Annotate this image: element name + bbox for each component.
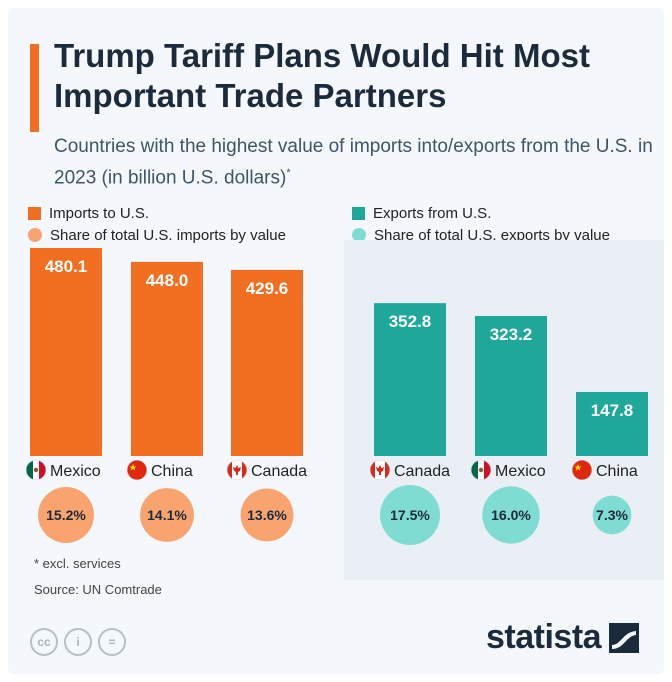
exports-share-bubble-canada [380, 485, 440, 545]
imports-category-label-canada: Canada [251, 463, 307, 480]
imports-swatch [28, 206, 41, 220]
imports-share-bubble-china [140, 488, 194, 542]
statista-mark-icon [609, 622, 640, 653]
imports-category-label-china: China [151, 463, 193, 480]
exports-category-label-china: China [596, 463, 638, 480]
imports-share-swatch [28, 228, 42, 242]
exports-value-label-china: 147.8 [591, 401, 634, 420]
exports-share-swatch [352, 228, 366, 242]
canada-flag-icon [370, 460, 390, 480]
exports-bar-mexico [475, 315, 547, 456]
imports-legend: Imports to U.S. Share of total U.S. impo… [28, 202, 286, 246]
trade-bar-charts: 480.1 Mexico 15.2% 448.0 China 14.1% 429.6 Cana… [26, 248, 648, 545]
canada-flag-icon [227, 460, 247, 480]
chart-title: Trump Tariff Plans Would Hit Most Import… [54, 37, 590, 114]
imports-bar-china [131, 261, 203, 456]
exports-bar-china [576, 391, 648, 456]
imports-share-bubble-mexico [38, 487, 94, 543]
exports-value-label-canada: 352.8 [389, 312, 432, 331]
license-icons: cc i = [30, 628, 126, 656]
imports-share-label-china: 14.1% [147, 507, 187, 523]
exports-swatch [352, 206, 365, 220]
legend-item-imports: Imports to U.S. [28, 202, 286, 224]
footnote: * excl. services [34, 556, 121, 571]
subtitle-footnote-mark: * [286, 167, 291, 179]
mexico-flag-icon [471, 460, 491, 480]
title-accent-bar [30, 44, 39, 132]
mexico-flag-icon [26, 460, 46, 480]
imports-category-label-mexico: Mexico [50, 463, 101, 480]
legend-label-exports: Exports from U.S. [373, 204, 492, 222]
exports-category-label-canada: Canada [394, 463, 450, 480]
creative-commons-icon[interactable]: cc [30, 628, 58, 656]
exports-bar-canada [374, 303, 446, 456]
exports-value-label-mexico: 323.2 [490, 325, 533, 344]
legend-label-imports: Imports to U.S. [49, 204, 150, 222]
legend-label-imports-share: Share of total U.S. imports by value [50, 226, 286, 244]
imports-value-label-china: 448.0 [146, 271, 189, 290]
legend-label-exports-share: Share of total U.S. exports by value [374, 226, 610, 244]
exports-share-bubble-mexico [482, 486, 540, 544]
attribution-icon[interactable]: i [64, 628, 92, 656]
imports-value-label-mexico: 480.1 [45, 257, 88, 276]
exports-share-label-canada: 17.5% [390, 507, 430, 523]
no-derivatives-icon[interactable]: = [98, 628, 126, 656]
china-flag-icon [572, 460, 592, 480]
exports-category-label-mexico: Mexico [495, 463, 546, 480]
imports-bar-mexico [30, 248, 102, 456]
imports-share-bubble-canada [240, 488, 294, 542]
exports-share-label-china: 7.3% [596, 507, 628, 523]
imports-share-label-mexico: 15.2% [46, 507, 86, 523]
infographic-card: Trump Tariff Plans Would Hit Most Import… [8, 8, 664, 674]
source-note: Source: UN Comtrade [34, 582, 162, 597]
exports-legend: Exports from U.S. Share of total U.S. ex… [352, 202, 610, 246]
imports-bar-canada [231, 269, 303, 456]
chart-subtitle: Countries with the highest value of impo… [54, 134, 654, 191]
legend-item-exports-share: Share of total U.S. exports by value [352, 224, 610, 246]
china-flag-icon [127, 460, 147, 480]
legend-item-exports: Exports from U.S. [352, 202, 610, 224]
legend-item-imports-share: Share of total U.S. imports by value [28, 224, 286, 246]
exports-share-label-mexico: 16.0% [491, 507, 531, 523]
imports-share-label-canada: 13.6% [247, 507, 287, 523]
statista-logo[interactable]: statista [486, 618, 640, 657]
brand-wordmark: statista [486, 618, 602, 656]
imports-value-label-canada: 429.6 [246, 279, 289, 298]
exports-share-bubble-china [592, 495, 632, 535]
subtitle-text: Countries with the highest value of impo… [54, 136, 653, 189]
